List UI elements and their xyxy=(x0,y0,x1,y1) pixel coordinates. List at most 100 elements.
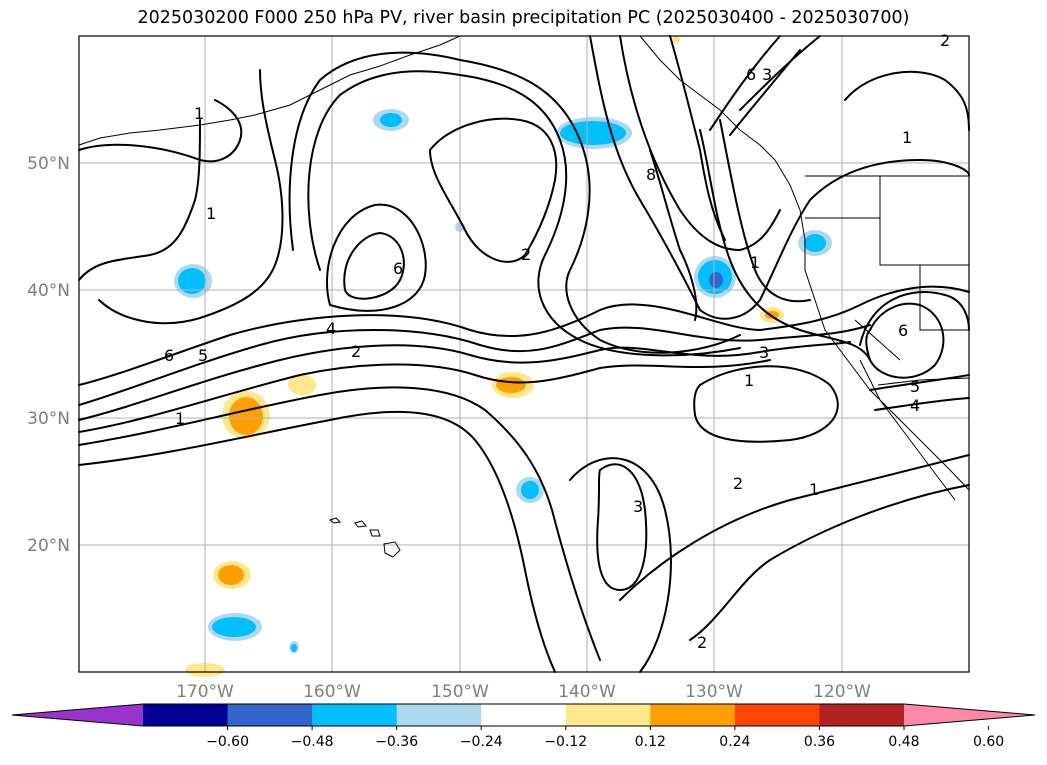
pv-contour xyxy=(288,51,741,354)
pv-contour xyxy=(844,70,970,131)
pv-contour xyxy=(865,302,945,379)
border-state xyxy=(854,319,901,361)
colorbar-segment xyxy=(481,704,567,726)
contour-label: 1 xyxy=(750,253,760,272)
contour-label: 1 xyxy=(175,409,185,428)
border-us-mexico xyxy=(877,377,970,386)
pv-contour xyxy=(719,119,811,303)
contour-label: 2 xyxy=(351,342,361,361)
contour-label: 1 xyxy=(744,371,754,390)
pv-contour xyxy=(569,457,672,673)
lat-label: 30°N xyxy=(27,409,70,429)
pv-contour xyxy=(78,341,851,421)
lon-label: 130°W xyxy=(685,682,743,702)
contour-label: 4 xyxy=(910,396,920,415)
pv-contour xyxy=(78,359,771,433)
map-title: 2025030200 F000 250 hPa PV, river basin … xyxy=(137,8,910,28)
precip-blob-positive xyxy=(229,397,263,435)
pv-contour xyxy=(619,35,781,251)
contour-label: 2 xyxy=(697,633,707,652)
pv-contour xyxy=(589,35,811,320)
contour-label: 6 xyxy=(746,65,756,84)
pv-contour xyxy=(343,232,405,300)
colorbar-tick-label: 0.60 xyxy=(973,734,1004,750)
contour-label: 2 xyxy=(733,474,743,493)
precip-blob-positive xyxy=(496,377,526,393)
map-area[interactable]: 1 2 3 4 5 6 8 1 2 3 1 2 1 5 6 4 6 1 1 2 … xyxy=(78,31,970,677)
border-state xyxy=(879,176,969,266)
pv-contours xyxy=(78,35,970,673)
colorbar: −0.60 −0.48 −0.36 −0.24 −0.12 0.12 0.24 0.36 0.4… xyxy=(11,703,1036,750)
colorbar-tick-label: −0.48 xyxy=(291,734,334,750)
pv-contour xyxy=(689,484,970,641)
precip-blob-negative xyxy=(560,121,626,145)
pv-contour xyxy=(669,35,726,241)
pv-contour xyxy=(739,35,821,111)
island-hawaii xyxy=(383,541,401,558)
coastlines xyxy=(78,35,970,558)
colorbar-tick-label: 0.12 xyxy=(635,734,666,750)
precip-blob-negative xyxy=(380,113,402,127)
pv-contour xyxy=(596,463,648,591)
contour-label: 1 xyxy=(809,480,819,499)
map-frame xyxy=(78,35,970,673)
pv-contour xyxy=(78,324,871,406)
coastline-north-america xyxy=(639,35,970,491)
colorbar-extend-low xyxy=(12,704,143,726)
pv-contour xyxy=(809,159,970,201)
pv-contour xyxy=(709,35,781,131)
pv-contour xyxy=(693,365,839,443)
colorbar-tick-label: −0.24 xyxy=(460,734,503,750)
island-hawaii xyxy=(354,520,367,528)
colorbar-tick-label: −0.12 xyxy=(544,734,587,750)
pv-contour xyxy=(78,285,970,386)
pv-contour xyxy=(869,374,970,391)
pv-contour xyxy=(307,70,741,357)
pv-contour xyxy=(859,291,970,346)
lat-label: 20°N xyxy=(27,536,70,556)
coastline-alaska xyxy=(78,35,461,146)
pv-contour xyxy=(78,119,201,281)
contour-label: 5 xyxy=(910,377,920,396)
lon-axis: 170°W 160°W 150°W 140°W 130°W 120°W xyxy=(176,682,871,702)
contour-label: 4 xyxy=(326,319,336,338)
colorbar-segment xyxy=(227,704,313,726)
lon-label: 120°W xyxy=(813,682,871,702)
lon-label: 170°W xyxy=(176,682,234,702)
contour-label: 8 xyxy=(646,165,656,184)
pv-contour xyxy=(429,117,558,263)
lat-label: 50°N xyxy=(27,154,70,174)
border-state xyxy=(919,265,969,331)
colorbar-tick-label: 0.24 xyxy=(719,734,750,750)
precip-blob-negative xyxy=(709,272,723,288)
lon-label: 140°W xyxy=(558,682,616,702)
lat-axis: 50°N 40°N 30°N 20°N xyxy=(27,154,70,556)
contour-label: 1 xyxy=(194,104,204,123)
contour-label: 6 xyxy=(898,321,908,340)
contour-label: 2 xyxy=(940,31,950,50)
precip-blob-negative xyxy=(178,268,206,294)
contour-label: 5 xyxy=(198,346,208,365)
coastline-baja xyxy=(859,359,956,501)
precip-blob-positive xyxy=(672,36,680,44)
pv-contour xyxy=(699,129,871,361)
island-hawaii xyxy=(369,529,381,537)
pv-contour xyxy=(619,454,970,601)
pv-contour xyxy=(649,149,698,321)
contour-label: 6 xyxy=(164,346,174,365)
island-hawaii xyxy=(328,517,342,524)
lon-label: 150°W xyxy=(431,682,489,702)
contour-label: 3 xyxy=(762,65,772,84)
colorbar-segment xyxy=(734,704,820,726)
contour-label: 3 xyxy=(759,343,769,362)
colorbar-tick-label: 0.48 xyxy=(888,734,919,750)
pv-contour xyxy=(78,386,601,661)
colorbar-tick-label: 0.36 xyxy=(804,734,835,750)
precip-blob-negative xyxy=(521,481,539,499)
precip-blob-negative xyxy=(212,617,256,637)
pv-contour xyxy=(98,69,284,325)
lat-label: 40°N xyxy=(27,281,70,301)
precip-blob-positive xyxy=(218,565,244,585)
contour-label: 1 xyxy=(902,128,912,147)
